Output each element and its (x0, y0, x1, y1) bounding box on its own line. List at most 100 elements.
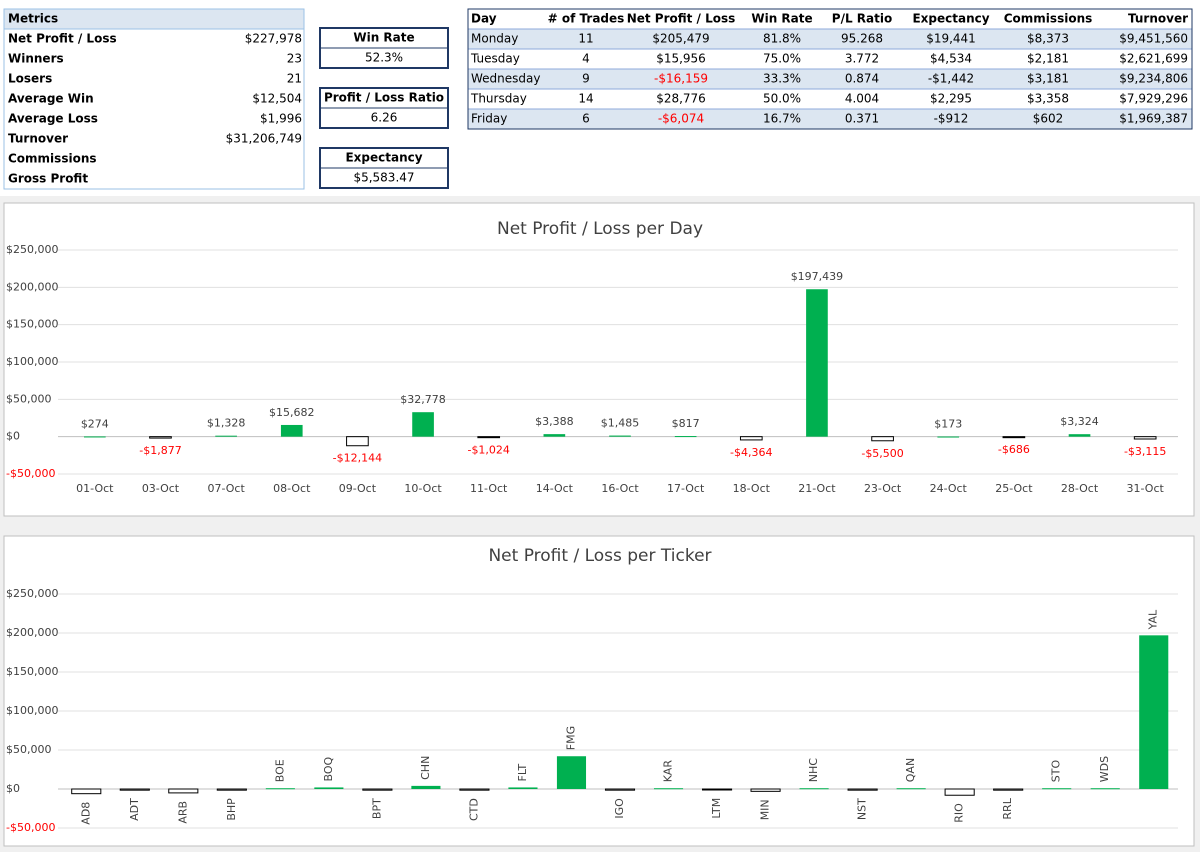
x-tick-label: 08-Oct (273, 482, 311, 495)
bar (1042, 788, 1072, 790)
x-tick-label: 17-Oct (667, 482, 705, 495)
bar (739, 436, 763, 441)
chart-panel (3, 535, 1195, 847)
data-label: $1,485 (601, 417, 640, 430)
y-tick-label: $250,000 (6, 243, 59, 256)
day-table-cell: $9,234,806 (1119, 72, 1188, 86)
bar (674, 436, 697, 438)
x-tick-label: 11-Oct (470, 482, 508, 495)
day-table-cell: $1,969,387 (1119, 112, 1188, 126)
bar (215, 435, 237, 437)
data-label: -$3,115 (1124, 445, 1166, 458)
bar (653, 788, 684, 790)
day-table-cell: $3,181 (1027, 72, 1069, 86)
bar (216, 788, 247, 791)
x-tick-label: RRL (1001, 797, 1014, 819)
day-table-cell: 33.3% (763, 72, 801, 86)
x-tick-label: FLT (516, 763, 529, 781)
day-table-cell: $7,929,296 (1119, 92, 1188, 106)
x-tick-label: CTD (467, 798, 480, 821)
data-label: -$4,364 (730, 446, 772, 459)
day-row-bg (468, 109, 1192, 129)
day-table-cell: -$16,159 (654, 72, 708, 86)
x-tick-label: 21-Oct (798, 482, 836, 495)
metric-value: 23 (287, 52, 302, 66)
x-tick-label: LTM (710, 798, 723, 819)
bar (71, 788, 102, 795)
day-table-border (467, 8, 1193, 130)
data-label: -$1,024 (467, 443, 509, 456)
data-label: $274 (81, 417, 109, 430)
bar (604, 788, 636, 791)
metric-value: $12,504 (252, 92, 302, 106)
day-table-cell: Tuesday (470, 52, 520, 66)
x-tick-label: 10-Oct (404, 482, 442, 495)
data-label: $173 (934, 418, 962, 431)
day-table-cell: 4 (582, 52, 590, 66)
kpi-value: $5,583.47 (353, 171, 414, 185)
day-table-cell: 11 (578, 32, 593, 46)
x-tick-label: MIN (759, 799, 772, 820)
metric-value: $1,996 (260, 112, 302, 126)
data-label: $197,439 (791, 270, 844, 283)
bar (149, 436, 172, 439)
bar (799, 788, 829, 790)
bar (83, 436, 106, 438)
metrics-border (3, 8, 305, 190)
kpi-label: Expectancy (345, 151, 422, 165)
y-tick-label: $50,000 (6, 392, 52, 405)
x-tick-label: 28-Oct (1061, 482, 1099, 495)
x-tick-label: FMG (564, 726, 577, 750)
day-table-cell: $4,534 (930, 52, 972, 66)
metric-label: Net Profit / Loss (8, 32, 117, 46)
bar (411, 785, 441, 789)
x-tick-label: CHN (419, 756, 432, 780)
data-label: -$686 (998, 443, 1030, 456)
metric-label: Losers (8, 72, 52, 86)
data-label: $3,324 (1060, 415, 1099, 428)
day-table-header: Day (471, 12, 497, 26)
bar (265, 788, 295, 790)
x-tick-label: NHC (807, 758, 820, 783)
data-label: $32,778 (400, 393, 446, 406)
metric-label: Commissions (8, 152, 97, 166)
x-tick-label: AD8 (79, 802, 92, 825)
bar (280, 424, 303, 437)
bar (944, 788, 975, 796)
day-table-cell: 9 (582, 72, 590, 86)
x-tick-label: BOE (273, 759, 286, 782)
bar (701, 788, 733, 791)
day-table-cell: Wednesday (471, 72, 540, 86)
bar (459, 788, 490, 791)
data-label: -$5,500 (861, 447, 903, 460)
y-tick-label: $0 (6, 430, 20, 443)
metric-value: 21 (287, 72, 302, 86)
x-tick-label: RIO (953, 803, 966, 823)
metric-label: Average Loss (8, 112, 98, 126)
x-tick-label: IGO (613, 798, 626, 819)
day-table-cell: $2,621,699 (1119, 52, 1188, 66)
day-table-cell: -$1,442 (928, 72, 974, 86)
x-tick-label: KAR (662, 760, 675, 783)
x-tick-label: 25-Oct (995, 482, 1033, 495)
data-label: $1,328 (207, 417, 246, 430)
day-table-cell: 4.004 (845, 92, 879, 106)
metric-label: Gross Profit (8, 172, 88, 186)
day-table-cell: 75.0% (763, 52, 801, 66)
x-tick-label: 03-Oct (142, 482, 180, 495)
day-table-cell: Monday (471, 32, 518, 46)
bar (1090, 788, 1120, 790)
day-table-cell: $9,451,560 (1119, 32, 1188, 46)
bar (1133, 436, 1157, 440)
day-table-cell: -$6,074 (658, 112, 704, 126)
day-table-cell: $2,181 (1027, 52, 1069, 66)
x-tick-label: 18-Oct (733, 482, 771, 495)
y-tick-label: $150,000 (6, 318, 59, 331)
y-tick-label: $200,000 (6, 626, 59, 639)
bar (119, 788, 150, 791)
data-label: $3,388 (535, 415, 574, 428)
day-table-cell: $28,776 (656, 92, 706, 106)
data-label: -$12,144 (333, 452, 382, 465)
day-table-cell: $15,956 (656, 52, 706, 66)
